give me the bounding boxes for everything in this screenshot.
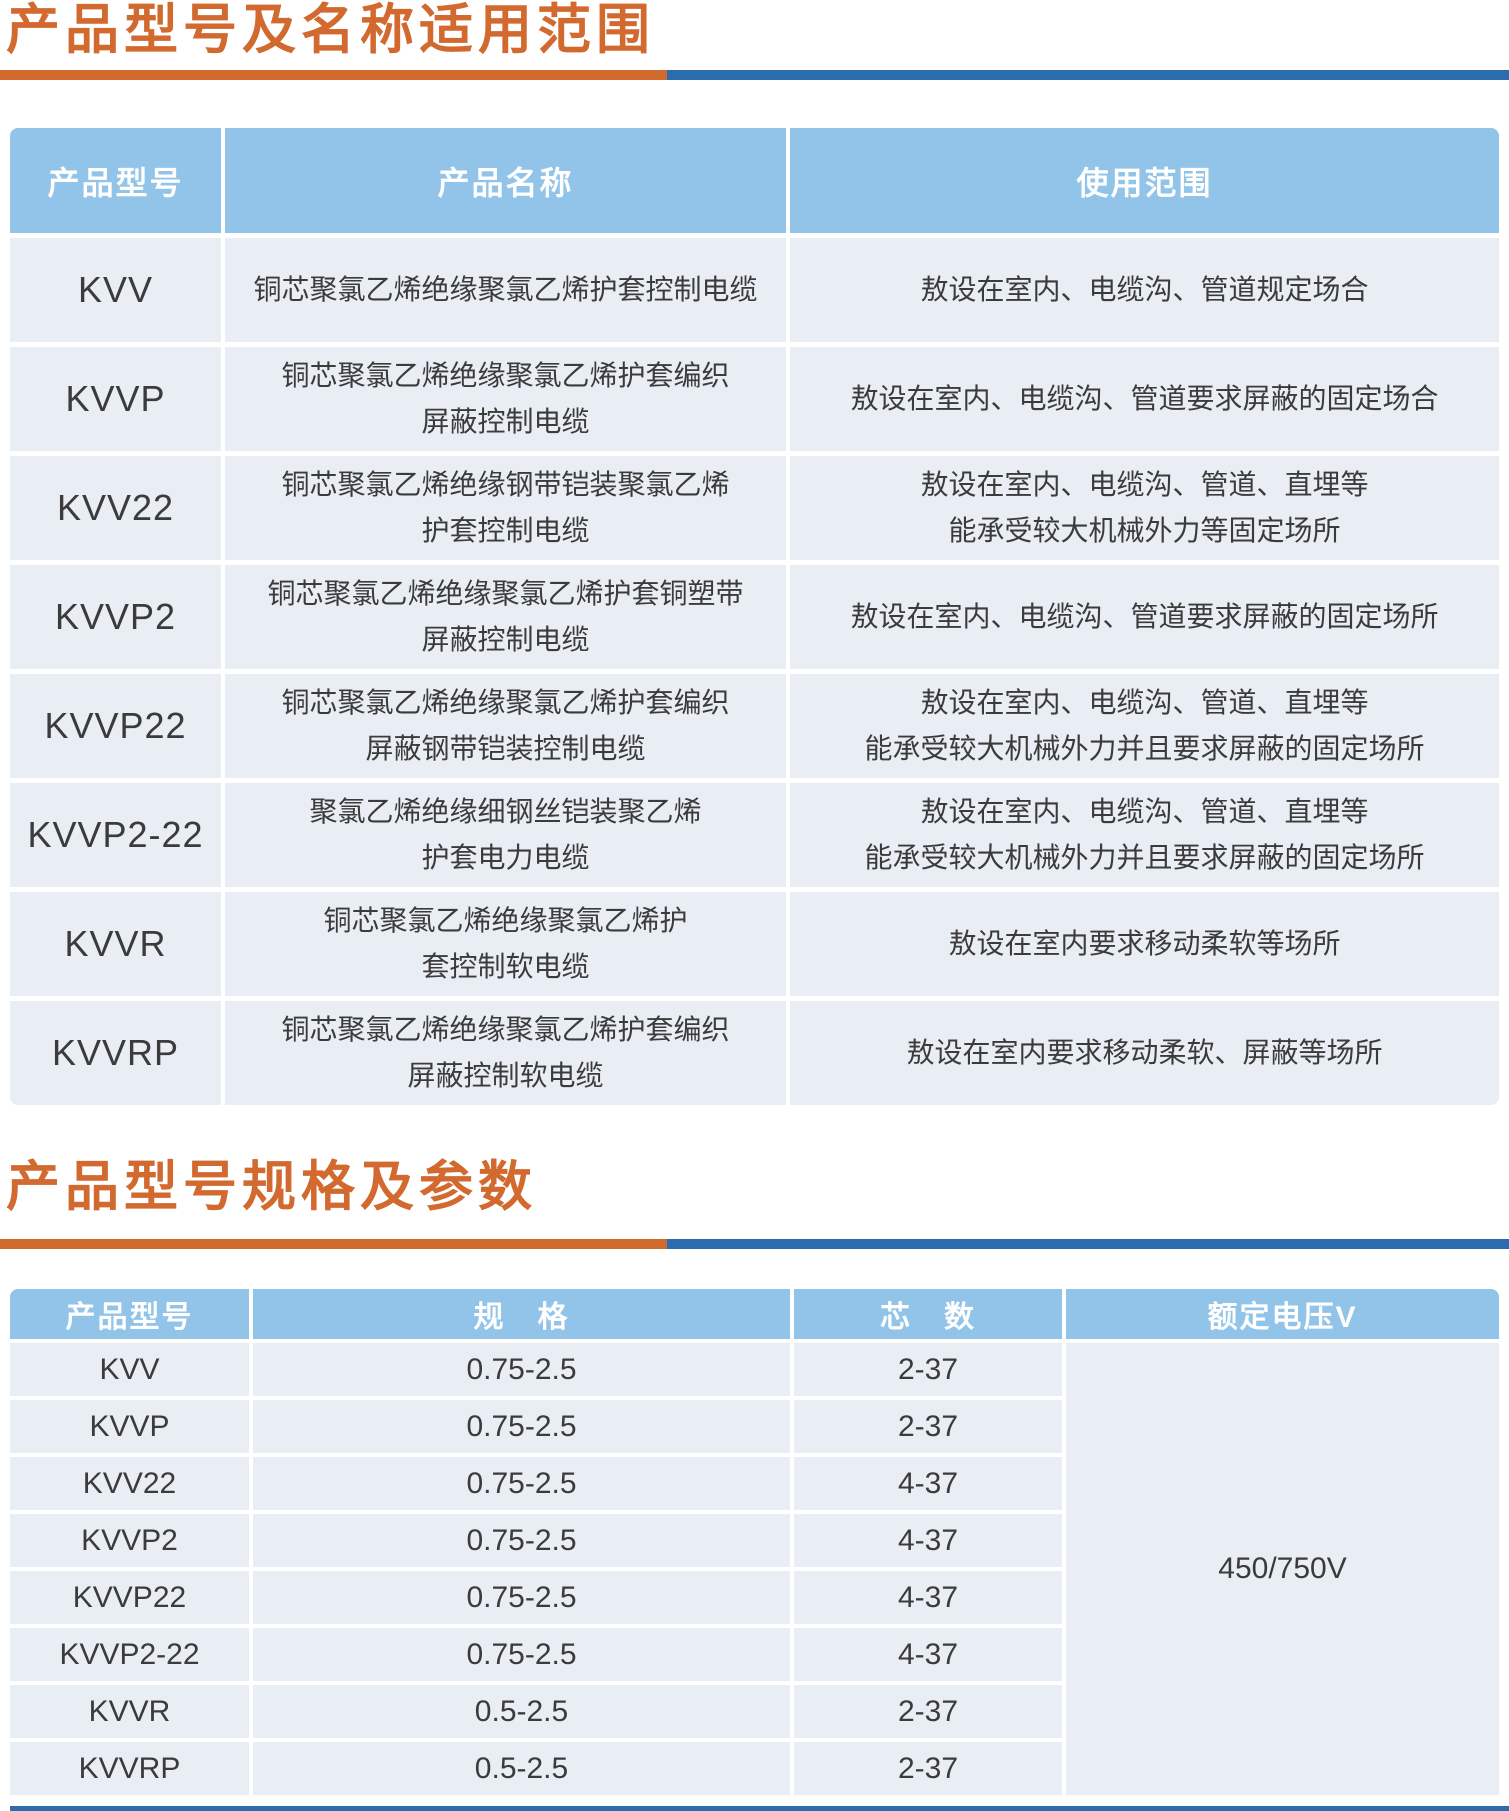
divider-blue-bar	[667, 1239, 1509, 1249]
name-cell: 聚氯乙烯绝缘细钢丝铠装聚乙烯 护套电力电缆	[225, 783, 786, 887]
column-header-model: 产品型号	[10, 128, 221, 233]
section2-divider	[0, 1239, 1509, 1249]
section2-title: 产品型号规格及参数	[6, 1157, 537, 1217]
model-cell: KVVP22	[10, 1571, 249, 1624]
cores-cell: 2-37	[794, 1343, 1062, 1396]
column-header-name: 产品名称	[225, 128, 786, 233]
column-header-model: 产品型号	[10, 1289, 249, 1339]
model-cell: KVVP2	[10, 565, 221, 669]
model-cell: KVVR	[10, 892, 221, 996]
name-cell: 铜芯聚氯乙烯绝缘钢带铠装聚氯乙烯 护套控制电缆	[225, 456, 786, 560]
column-header-cores: 芯 数	[794, 1289, 1062, 1339]
model-cell: KVVR	[10, 1685, 249, 1738]
model-cell: KVVP2-22	[10, 1628, 249, 1681]
usage-cell: 敖设在室内、电缆沟、管道要求屏蔽的固定场合	[790, 347, 1499, 451]
model-cell: KVVP	[10, 347, 221, 451]
model-cell: KVVP2-22	[10, 783, 221, 887]
spec-cell: 0.5-2.5	[253, 1742, 790, 1795]
product-spec-table: 产品型号 规 格 芯 数 额定电压V 450/750V KVV 0.75-2.5…	[10, 1289, 1499, 1795]
section1-divider	[0, 70, 1509, 80]
cores-cell: 4-37	[794, 1514, 1062, 1567]
name-cell: 铜芯聚氯乙烯绝缘聚氯乙烯护套编织 屏蔽控制软电缆	[225, 1001, 786, 1105]
name-cell: 铜芯聚氯乙烯绝缘聚氯乙烯护套编织 屏蔽控制电缆	[225, 347, 786, 451]
spec-cell: 0.75-2.5	[253, 1457, 790, 1510]
model-cell: KVV	[10, 1343, 249, 1396]
spec-cell: 0.75-2.5	[253, 1571, 790, 1624]
cores-cell: 4-37	[794, 1457, 1062, 1510]
divider-orange-bar	[0, 1239, 667, 1249]
cores-cell: 4-37	[794, 1571, 1062, 1624]
usage-cell: 敖设在室内要求移动柔软、屏蔽等场所	[790, 1001, 1499, 1105]
divider-orange-bar	[0, 70, 667, 80]
next-section-top-bar	[10, 1806, 1509, 1811]
model-cell: KVVRP	[10, 1001, 221, 1105]
name-cell: 铜芯聚氯乙烯绝缘聚氯乙烯护套铜塑带 屏蔽控制电缆	[225, 565, 786, 669]
spec-cell: 0.75-2.5	[253, 1400, 790, 1453]
name-cell: 铜芯聚氯乙烯绝缘聚氯乙烯护套控制电缆	[225, 238, 786, 342]
spec-cell: 0.75-2.5	[253, 1343, 790, 1396]
section1-title: 产品型号及名称适用范围	[6, 0, 655, 60]
cores-cell: 2-37	[794, 1685, 1062, 1738]
model-cell: KVV22	[10, 1457, 249, 1510]
column-header-usage: 使用范围	[790, 128, 1499, 233]
spec-cell: 0.75-2.5	[253, 1514, 790, 1567]
spec-cell: 0.75-2.5	[253, 1628, 790, 1681]
usage-cell: 敖设在室内、电缆沟、管道、直埋等 能承受较大机械外力等固定场所	[790, 456, 1499, 560]
cores-cell: 4-37	[794, 1628, 1062, 1681]
model-cell: KVVRP	[10, 1742, 249, 1795]
model-cell: KVVP22	[10, 674, 221, 778]
column-header-voltage: 额定电压V	[1066, 1289, 1499, 1339]
column-header-spec: 规 格	[253, 1289, 790, 1339]
model-cell: KVV22	[10, 456, 221, 560]
cores-cell: 2-37	[794, 1400, 1062, 1453]
usage-cell: 敖设在室内、电缆沟、管道、直埋等 能承受较大机械外力并且要求屏蔽的固定场所	[790, 783, 1499, 887]
usage-cell: 敖设在室内、电缆沟、管道规定场合	[790, 238, 1499, 342]
model-cell: KVVP2	[10, 1514, 249, 1567]
model-cell: KVVP	[10, 1400, 249, 1453]
usage-cell: 敖设在室内、电缆沟、管道要求屏蔽的固定场所	[790, 565, 1499, 669]
name-cell: 铜芯聚氯乙烯绝缘聚氯乙烯护 套控制软电缆	[225, 892, 786, 996]
name-cell: 铜芯聚氯乙烯绝缘聚氯乙烯护套编织 屏蔽钢带铠装控制电缆	[225, 674, 786, 778]
spec-cell: 0.5-2.5	[253, 1685, 790, 1738]
divider-blue-bar	[667, 70, 1509, 80]
product-scope-table: 产品型号 产品名称 使用范围 KVV 铜芯聚氯乙烯绝缘聚氯乙烯护套控制电缆 敖设…	[10, 128, 1499, 1105]
cores-cell: 2-37	[794, 1742, 1062, 1795]
usage-cell: 敖设在室内要求移动柔软等场所	[790, 892, 1499, 996]
usage-cell: 敖设在室内、电缆沟、管道、直埋等 能承受较大机械外力并且要求屏蔽的固定场所	[790, 674, 1499, 778]
voltage-merged-cell: 450/750V	[1066, 1343, 1499, 1795]
model-cell: KVV	[10, 238, 221, 342]
